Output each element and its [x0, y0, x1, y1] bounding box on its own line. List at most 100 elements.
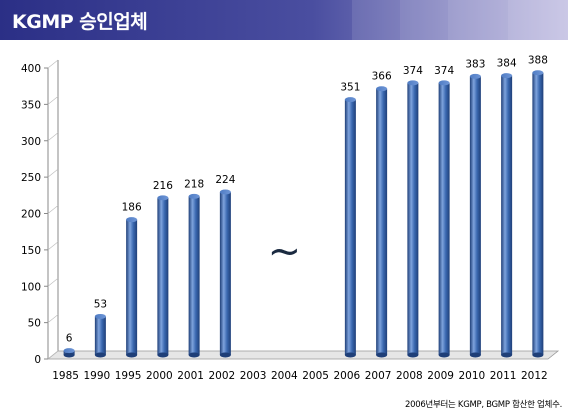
- axes: 0 50 100 150 200 250 300 350 400 1985 1990 1995 2000…: [21, 59, 560, 382]
- bar-body: [438, 82, 450, 355]
- x-tick-label: 2010: [459, 370, 486, 382]
- footnote: 2006년부터는 KGMP, BGMP 합산한 업체수.: [405, 400, 562, 410]
- bar-base: [157, 352, 169, 358]
- bar-base: [532, 352, 544, 358]
- data-label-2002: 224: [215, 174, 235, 186]
- x-tick-label: 2000: [146, 370, 173, 382]
- bar-base: [376, 352, 388, 358]
- x-tick-label: 1985: [52, 370, 79, 382]
- bar-1995: [126, 217, 138, 358]
- data-label-2010: 383: [465, 58, 485, 70]
- bar-body: [188, 196, 200, 355]
- y-tick-label: 200: [21, 209, 41, 221]
- x-tick-label: 1995: [115, 370, 142, 382]
- bar-1990: [94, 313, 106, 358]
- bar-2010: [469, 73, 481, 358]
- data-label-2008: 374: [403, 65, 423, 77]
- x-tick-label: 2007: [365, 370, 392, 382]
- bars: [63, 70, 544, 358]
- bar-cap: [219, 189, 231, 195]
- bar-body: [407, 82, 419, 355]
- data-label-1995: 186: [122, 202, 142, 214]
- bar-body: [94, 316, 106, 355]
- data-label-2012: 388: [528, 55, 548, 67]
- bar-cap: [501, 73, 513, 79]
- bar-body: [157, 197, 169, 355]
- bar-2011: [501, 73, 513, 358]
- x-tick-label: 2005: [302, 370, 329, 382]
- x-tick-label: 2012: [521, 370, 548, 382]
- x-tick-label: 1990: [84, 370, 111, 382]
- x-tick-label: 2008: [396, 370, 423, 382]
- bar-base: [438, 352, 450, 358]
- data-label-2009: 374: [434, 65, 454, 77]
- x-tick-label: 2011: [490, 370, 517, 382]
- y-tick-label: 0: [34, 354, 41, 366]
- bar-cap: [157, 195, 169, 201]
- bar-body: [469, 76, 481, 356]
- y-tick-label: 250: [21, 172, 41, 184]
- chart-svg: 0 50 100 150 200 250 300 350 400 1985 1990 1995 2000…: [21, 55, 560, 382]
- y-tick-depth: [47, 350, 59, 360]
- bar-base: [501, 352, 513, 358]
- bar-2006: [344, 97, 356, 358]
- bar-base: [469, 352, 481, 358]
- data-label-2001: 218: [184, 178, 204, 190]
- y-tick-depth: [47, 168, 59, 178]
- y-tick-depth: [47, 314, 59, 323]
- bar-2000: [157, 195, 169, 358]
- y-tick-depth: [47, 132, 59, 141]
- bar-base: [94, 352, 106, 358]
- x-tick-label: 2004: [271, 370, 298, 382]
- bar-base: [344, 352, 356, 358]
- data-label-2011: 384: [497, 58, 517, 70]
- page-title: KGMP 승인업체: [12, 11, 148, 33]
- bar-cap: [376, 86, 388, 92]
- x-tick-label: 2002: [209, 370, 236, 382]
- bar-2009: [438, 80, 450, 358]
- bar-base: [188, 352, 200, 358]
- y-tick-depth: [47, 205, 59, 214]
- bar-2008: [407, 80, 419, 358]
- bar-body: [532, 72, 544, 356]
- y-tick-label: 50: [28, 318, 41, 330]
- bar-1985: [63, 348, 75, 358]
- y-tick-depth: [47, 278, 59, 287]
- bar-base: [126, 352, 138, 358]
- y-tick-label: 350: [21, 99, 41, 111]
- bar-body: [126, 219, 138, 355]
- bar-2001: [188, 193, 200, 358]
- bar-cap: [407, 80, 419, 86]
- bar-body: [344, 99, 356, 356]
- bar-body: [501, 75, 513, 355]
- bar-2007: [376, 86, 388, 358]
- bar-cap: [344, 97, 356, 103]
- floor: [46, 350, 560, 360]
- y-tick-depth: [47, 96, 59, 105]
- y-tick-depth: [47, 241, 59, 251]
- bar-base: [63, 352, 75, 358]
- bar-cap: [126, 217, 138, 223]
- y-tick-label: 100: [21, 281, 41, 293]
- title-banner: KGMP 승인업체: [0, 0, 568, 40]
- x-tick-label: 2003: [240, 370, 267, 382]
- data-label-1990: 53: [94, 298, 107, 310]
- bar-chart: 0 50 100 150 200 250 300 350 400 1985 1990 1995 2000…: [0, 42, 568, 396]
- banner-background: [0, 0, 568, 40]
- y-tick-label: 150: [21, 245, 41, 257]
- data-label-2006: 351: [340, 82, 360, 94]
- bar-cap: [188, 193, 200, 199]
- bar-2002: [219, 189, 231, 358]
- data-label-1985: 6: [66, 333, 73, 345]
- y-tick-label: 400: [21, 63, 41, 75]
- data-label-2007: 366: [372, 71, 392, 83]
- y-tick-depth: [47, 59, 59, 69]
- break-symbol: ~: [268, 228, 302, 274]
- x-tick-label: 2001: [177, 370, 204, 382]
- data-label-2000: 216: [153, 180, 173, 192]
- bar-base: [219, 352, 231, 358]
- y-tick-label: 300: [21, 136, 41, 148]
- bar-cap: [532, 70, 544, 76]
- bar-cap: [63, 348, 75, 354]
- bar-body: [376, 88, 388, 356]
